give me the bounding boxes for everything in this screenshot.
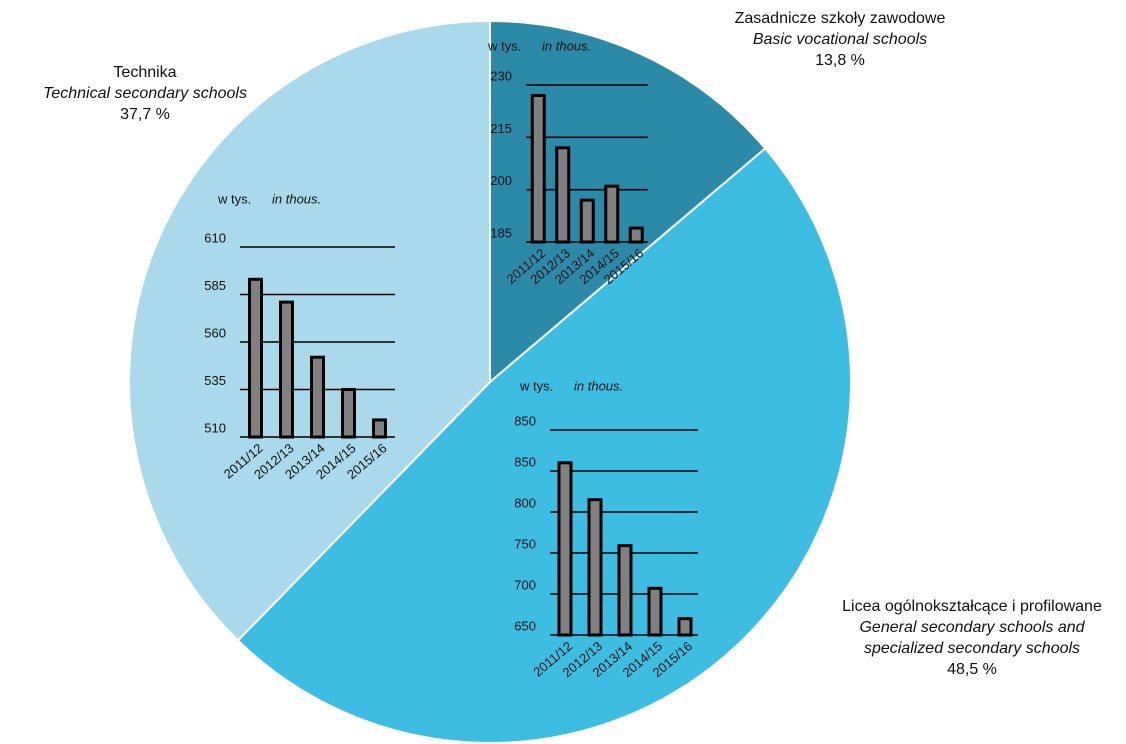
y-tick-label: 700 <box>514 577 536 592</box>
y-tick-label: 230 <box>490 68 512 83</box>
bar <box>555 146 571 244</box>
bar <box>579 198 595 244</box>
y-tick-label: 800 <box>514 495 536 510</box>
y-tick-label: 215 <box>490 121 512 136</box>
bar <box>677 617 693 637</box>
y-tick-label: 750 <box>514 536 536 551</box>
unit-label: w tys. <box>217 191 251 206</box>
bar <box>530 93 546 244</box>
slice-name-en: Technical secondary schools <box>43 85 247 102</box>
bar <box>372 418 387 439</box>
bar <box>617 544 633 637</box>
y-tick-label: 585 <box>204 278 226 293</box>
unit-label-en: in thous. <box>574 378 623 393</box>
bar <box>279 300 294 439</box>
bar <box>628 226 644 244</box>
bar <box>341 388 356 439</box>
slice-label: Zasadnicze szkoły zawodowe Basic vocatio… <box>680 8 1000 71</box>
slice-name: Technika <box>113 64 177 81</box>
slice-name: Zasadnicze szkoły zawodowe <box>734 10 946 27</box>
bar <box>310 355 325 439</box>
y-tick-label: 850 <box>514 413 536 428</box>
pie-slice <box>489 19 767 385</box>
y-tick-label: 560 <box>204 325 226 340</box>
slice-value: 37,7 % <box>120 106 170 123</box>
slice-value: 13,8 % <box>815 52 865 69</box>
y-tick-label: 510 <box>204 420 226 435</box>
bar <box>557 461 573 637</box>
pie-slice <box>128 19 491 642</box>
unit-label: w tys. <box>519 378 553 393</box>
bar <box>604 184 620 244</box>
slice-label: Licea ogólnokształcące i profilowane Gen… <box>822 596 1122 680</box>
unit-label-en: in thous. <box>542 38 591 53</box>
slice-name-en: Basic vocational schools <box>752 31 928 48</box>
y-tick-label: 200 <box>490 173 512 188</box>
y-tick-label: 610 <box>204 230 226 245</box>
slice-name: Licea ogólnokształcące i profilowane <box>842 598 1102 615</box>
unit-label-en: in thous. <box>272 191 321 206</box>
y-tick-label: 535 <box>204 373 226 388</box>
y-tick-label: 650 <box>514 618 536 633</box>
bar <box>248 277 263 439</box>
slice-label: Technika Technical secondary schools 37,… <box>5 62 285 125</box>
slice-value: 48,5 % <box>947 661 997 678</box>
unit-label: w tys. <box>487 38 521 53</box>
bar <box>647 586 663 637</box>
slice-name-en: General secondary schools and specialize… <box>859 619 1085 657</box>
y-tick-label: 850 <box>514 454 536 469</box>
bar <box>587 498 603 637</box>
y-tick-label: 185 <box>490 225 512 240</box>
